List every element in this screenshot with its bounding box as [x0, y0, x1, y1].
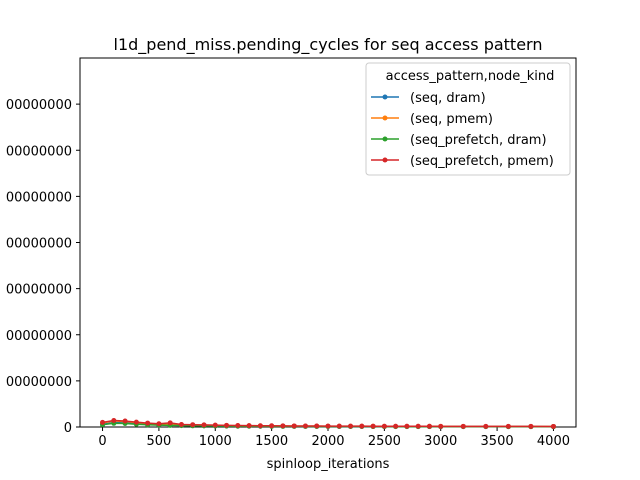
data-point	[190, 422, 196, 428]
data-point	[133, 419, 139, 425]
data-point	[460, 423, 466, 429]
data-point	[483, 423, 489, 429]
legend-item: (seq_prefetch, dram)	[371, 133, 547, 148]
x-tick-label: 1000	[199, 434, 232, 449]
data-point	[111, 418, 117, 424]
x-tick-label: 3500	[481, 434, 514, 449]
y-tick-label: 00000000	[6, 237, 72, 252]
series-3	[100, 418, 556, 429]
x-axis-label: spinloop_iterations	[267, 457, 390, 472]
x-tick-label: 2500	[368, 434, 401, 449]
data-point	[370, 423, 376, 429]
data-point	[348, 423, 354, 429]
data-point	[178, 421, 184, 427]
data-point	[224, 422, 230, 428]
x-tick-label: 2000	[311, 434, 344, 449]
x-tick-label: 500	[146, 434, 171, 449]
data-point	[269, 423, 275, 429]
y-tick-label: 00000000	[6, 283, 72, 298]
data-point	[291, 423, 297, 429]
data-point	[302, 423, 308, 429]
x-tick-label: 4000	[537, 434, 570, 449]
data-point	[167, 420, 173, 426]
data-point	[246, 423, 252, 429]
chart-title: l1d_pend_miss.pending_cycles for seq acc…	[114, 35, 543, 55]
y-axis: 0000000000000000000000000000000000000000…	[6, 98, 80, 436]
data-point	[359, 423, 365, 429]
legend: access_pattern,node_kind (seq, dram) (seq,…	[365, 62, 571, 176]
legend-title: access_pattern,node_kind	[386, 69, 555, 84]
data-point	[201, 422, 207, 428]
y-tick-label: 00000000	[6, 144, 72, 159]
x-axis: 0 500 1000 1500 2000 2500 3000 3500 4000	[98, 427, 570, 449]
data-point	[505, 423, 511, 429]
data-point	[381, 423, 387, 429]
y-tick-label: 0	[64, 421, 72, 436]
data-point	[100, 419, 106, 425]
data-point	[336, 423, 342, 429]
data-point	[212, 422, 218, 428]
legend-marker	[382, 115, 388, 121]
legend-label: (seq, dram)	[410, 91, 486, 106]
x-tick-label: 1500	[255, 434, 288, 449]
legend-marker	[382, 157, 388, 163]
legend-item: (seq, pmem)	[371, 112, 493, 127]
data-point	[156, 421, 162, 427]
legend-box	[365, 62, 571, 176]
legend-item: (seq, dram)	[371, 91, 486, 106]
data-point	[393, 423, 399, 429]
y-tick-label: 00000000	[6, 98, 72, 113]
legend-marker	[382, 94, 388, 100]
data-point	[122, 418, 128, 424]
data-point	[235, 423, 241, 429]
data-point	[145, 420, 151, 426]
legend-label: (seq, pmem)	[410, 112, 493, 127]
data-point	[438, 423, 444, 429]
data-point	[314, 423, 320, 429]
legend-marker	[382, 136, 388, 142]
y-tick-label: 00000000	[6, 329, 72, 344]
data-point	[528, 423, 534, 429]
legend-item: (seq_prefetch, pmem)	[371, 154, 554, 169]
y-tick-label: 00000000	[6, 190, 72, 205]
legend-label: (seq_prefetch, dram)	[410, 133, 547, 148]
data-point	[550, 423, 556, 429]
x-tick-label: 3000	[424, 434, 457, 449]
x-tick-label: 0	[98, 434, 106, 449]
data-point	[404, 423, 410, 429]
data-point	[257, 423, 263, 429]
data-point	[415, 423, 421, 429]
data-point	[426, 423, 432, 429]
data-point	[325, 423, 331, 429]
data-point	[280, 423, 286, 429]
series-group	[100, 418, 556, 430]
y-tick-label: 00000000	[6, 375, 72, 390]
legend-label: (seq_prefetch, pmem)	[410, 154, 554, 169]
